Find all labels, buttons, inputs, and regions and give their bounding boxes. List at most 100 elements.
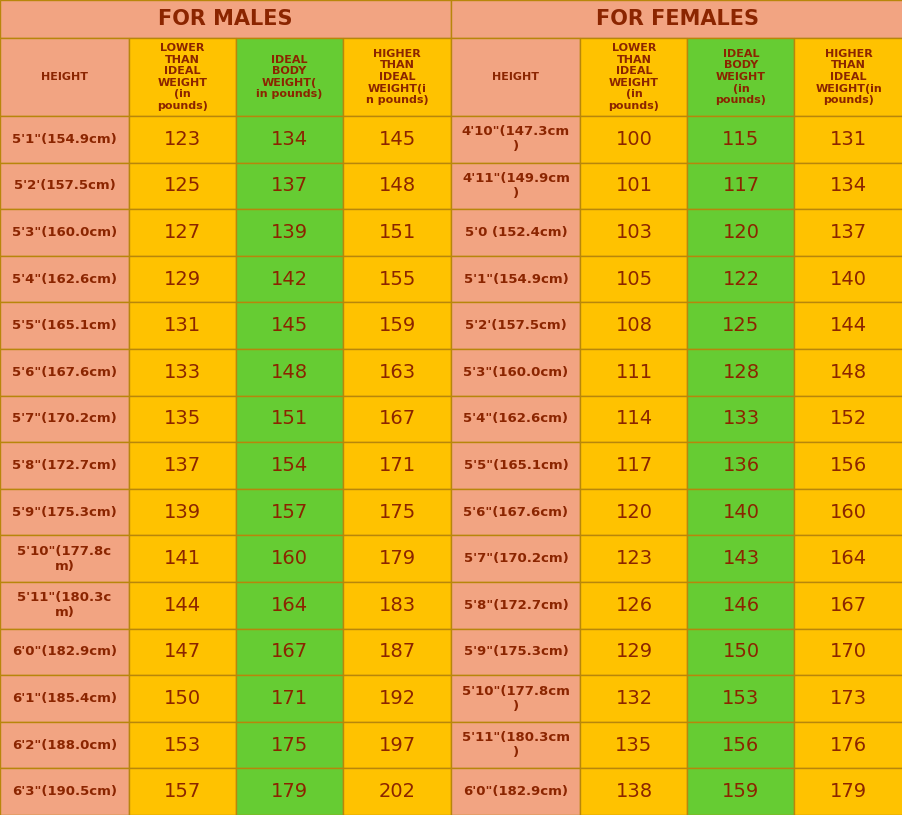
Bar: [451, 349, 580, 395]
Text: 171: 171: [271, 689, 308, 708]
Text: 4'11"(149.9cm
): 4'11"(149.9cm ): [462, 172, 569, 200]
Text: 120: 120: [615, 503, 652, 522]
Text: 139: 139: [271, 223, 308, 242]
Bar: [343, 38, 451, 116]
Bar: [235, 349, 343, 395]
Bar: [794, 209, 902, 256]
Bar: [235, 535, 343, 582]
Text: 105: 105: [615, 270, 652, 289]
Bar: [343, 628, 451, 675]
Bar: [235, 256, 343, 302]
Text: 5'10"(177.8cm
): 5'10"(177.8cm ): [462, 685, 569, 712]
Bar: [794, 675, 902, 722]
Text: 5'11"(180.3cm
): 5'11"(180.3cm ): [462, 731, 569, 759]
Bar: [794, 443, 902, 489]
Bar: [0, 256, 129, 302]
Bar: [686, 209, 794, 256]
Bar: [686, 769, 794, 815]
Bar: [580, 116, 686, 163]
Bar: [343, 395, 451, 443]
Text: 108: 108: [615, 316, 652, 335]
Bar: [235, 163, 343, 209]
Text: 135: 135: [614, 736, 652, 755]
Text: LOWER
THAN
IDEAL
WEIGHT
(in
pounds): LOWER THAN IDEAL WEIGHT (in pounds): [157, 43, 207, 111]
Text: 157: 157: [271, 503, 308, 522]
Bar: [235, 209, 343, 256]
Bar: [686, 256, 794, 302]
Text: 125: 125: [163, 176, 201, 196]
Text: 129: 129: [615, 642, 652, 662]
Text: 100: 100: [615, 130, 652, 149]
Bar: [235, 38, 343, 116]
Bar: [235, 395, 343, 443]
Text: 146: 146: [722, 596, 759, 615]
Text: 141: 141: [164, 549, 201, 568]
Text: 138: 138: [615, 782, 652, 801]
Bar: [129, 395, 235, 443]
Bar: [0, 116, 129, 163]
Bar: [0, 628, 129, 675]
Bar: [686, 395, 794, 443]
Text: 5'3"(160.0cm): 5'3"(160.0cm): [12, 226, 117, 239]
Bar: [451, 256, 580, 302]
Text: 123: 123: [615, 549, 652, 568]
Bar: [343, 302, 451, 349]
Bar: [580, 722, 686, 769]
Text: 139: 139: [164, 503, 201, 522]
Text: HEIGHT: HEIGHT: [492, 72, 538, 82]
Bar: [129, 769, 235, 815]
Text: 187: 187: [378, 642, 415, 662]
Bar: [129, 349, 235, 395]
Text: 192: 192: [378, 689, 415, 708]
Bar: [686, 535, 794, 582]
Text: 114: 114: [615, 409, 652, 429]
Text: 132: 132: [615, 689, 652, 708]
Text: 175: 175: [378, 503, 416, 522]
Bar: [129, 163, 235, 209]
Bar: [580, 535, 686, 582]
Bar: [343, 209, 451, 256]
Text: 5'11"(180.3c
m): 5'11"(180.3c m): [17, 592, 112, 619]
Text: 157: 157: [163, 782, 201, 801]
Bar: [451, 0, 902, 38]
Bar: [235, 582, 343, 628]
Bar: [129, 722, 235, 769]
Text: 5'6"(167.6cm): 5'6"(167.6cm): [463, 505, 568, 518]
Text: 5'4"(162.6cm): 5'4"(162.6cm): [12, 272, 117, 285]
Bar: [794, 535, 902, 582]
Bar: [580, 256, 686, 302]
Text: 164: 164: [271, 596, 308, 615]
Bar: [235, 769, 343, 815]
Bar: [580, 675, 686, 722]
Text: 131: 131: [164, 316, 201, 335]
Bar: [235, 443, 343, 489]
Bar: [0, 302, 129, 349]
Text: 156: 156: [829, 456, 867, 475]
Text: 133: 133: [164, 363, 201, 381]
Bar: [235, 722, 343, 769]
Text: 129: 129: [164, 270, 201, 289]
Text: 5'2'(157.5cm): 5'2'(157.5cm): [465, 319, 566, 333]
Text: 5'9"(175.3cm): 5'9"(175.3cm): [12, 505, 116, 518]
Bar: [686, 675, 794, 722]
Bar: [451, 582, 580, 628]
Bar: [580, 38, 686, 116]
Bar: [686, 38, 794, 116]
Text: 171: 171: [378, 456, 415, 475]
Text: 148: 148: [271, 363, 308, 381]
Text: 5'3"(160.0cm): 5'3"(160.0cm): [463, 366, 568, 379]
Text: IDEAL
BODY
WEIGHT(
in pounds): IDEAL BODY WEIGHT( in pounds): [256, 55, 322, 99]
Bar: [580, 302, 686, 349]
Text: 101: 101: [615, 176, 652, 196]
Text: 179: 179: [271, 782, 308, 801]
Text: 5'1"(154.9cm): 5'1"(154.9cm): [12, 133, 116, 146]
Text: 5'7"(170.2cm): 5'7"(170.2cm): [12, 412, 116, 425]
Text: 6'0"(182.9cm): 6'0"(182.9cm): [12, 645, 117, 659]
Bar: [0, 395, 129, 443]
Bar: [686, 302, 794, 349]
Text: 103: 103: [615, 223, 652, 242]
Bar: [0, 38, 129, 116]
Text: 153: 153: [722, 689, 759, 708]
Text: 176: 176: [829, 736, 866, 755]
Bar: [343, 163, 451, 209]
